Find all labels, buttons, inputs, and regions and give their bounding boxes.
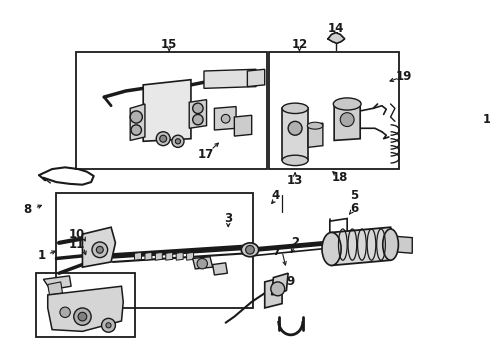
Circle shape [160, 135, 167, 142]
Ellipse shape [333, 98, 361, 110]
Polygon shape [176, 252, 183, 260]
Circle shape [101, 318, 116, 332]
Polygon shape [330, 219, 347, 234]
Polygon shape [308, 123, 323, 147]
Polygon shape [328, 33, 344, 43]
Text: 11: 11 [68, 238, 84, 251]
Circle shape [78, 312, 87, 321]
Polygon shape [247, 69, 265, 87]
Polygon shape [213, 263, 227, 275]
Polygon shape [155, 252, 162, 260]
Text: 3: 3 [224, 212, 232, 225]
Text: 9: 9 [287, 275, 295, 288]
Circle shape [74, 308, 91, 325]
Ellipse shape [322, 233, 341, 265]
Ellipse shape [282, 155, 308, 166]
Polygon shape [135, 252, 142, 260]
Circle shape [221, 114, 230, 123]
Text: 15: 15 [161, 39, 177, 51]
Text: 14: 14 [328, 22, 344, 35]
Text: 10: 10 [68, 228, 84, 241]
Polygon shape [143, 80, 191, 141]
Text: 12: 12 [292, 39, 308, 51]
Ellipse shape [282, 103, 308, 113]
Text: 19: 19 [395, 70, 412, 83]
Text: 6: 6 [350, 202, 358, 215]
Polygon shape [82, 227, 116, 267]
Text: 7: 7 [272, 245, 280, 258]
Circle shape [60, 307, 70, 318]
Polygon shape [189, 100, 207, 128]
Polygon shape [145, 252, 152, 260]
Polygon shape [215, 107, 236, 130]
Circle shape [92, 242, 108, 258]
Text: 2: 2 [291, 237, 299, 249]
Polygon shape [334, 102, 360, 140]
Polygon shape [332, 227, 395, 265]
Text: 16: 16 [482, 113, 490, 126]
Circle shape [130, 111, 142, 123]
Text: 4: 4 [271, 189, 279, 202]
Polygon shape [271, 273, 288, 295]
Polygon shape [187, 252, 194, 260]
Circle shape [193, 103, 203, 113]
Ellipse shape [383, 229, 398, 260]
Circle shape [131, 125, 142, 135]
Circle shape [288, 121, 302, 135]
Circle shape [197, 258, 207, 269]
Polygon shape [48, 282, 63, 295]
Circle shape [245, 246, 254, 254]
Polygon shape [48, 286, 123, 331]
Polygon shape [234, 115, 252, 136]
Polygon shape [44, 276, 71, 290]
Text: 8: 8 [24, 203, 32, 216]
Circle shape [340, 113, 354, 127]
Circle shape [271, 282, 285, 296]
Circle shape [193, 114, 203, 125]
Text: 18: 18 [332, 171, 348, 184]
Polygon shape [265, 278, 282, 308]
Text: 13: 13 [287, 174, 303, 187]
Circle shape [156, 132, 170, 146]
Polygon shape [130, 104, 145, 140]
Polygon shape [391, 236, 412, 253]
Text: 1: 1 [38, 249, 46, 262]
Ellipse shape [241, 243, 259, 257]
Text: 5: 5 [350, 189, 358, 202]
Polygon shape [193, 257, 213, 269]
Ellipse shape [307, 122, 323, 129]
Text: 17: 17 [197, 148, 214, 161]
Polygon shape [282, 108, 308, 161]
Polygon shape [166, 252, 172, 260]
Circle shape [97, 246, 103, 253]
Circle shape [106, 323, 111, 328]
Polygon shape [204, 69, 256, 88]
Circle shape [175, 139, 180, 144]
Circle shape [172, 135, 184, 147]
